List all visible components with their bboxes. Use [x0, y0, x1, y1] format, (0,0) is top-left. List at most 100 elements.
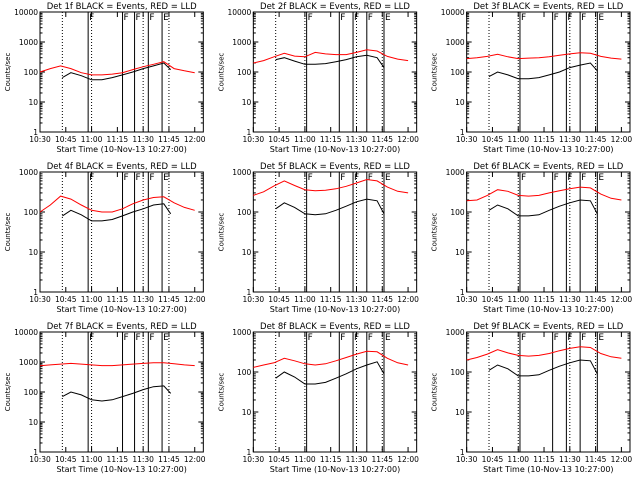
- x-tick-label: 11:30: [132, 295, 154, 304]
- y-tick-label: 100: [237, 208, 252, 217]
- x-tick-label: 11:15: [533, 135, 555, 144]
- flag-label: F: [340, 173, 345, 183]
- x-tick-label: 10:30: [29, 455, 51, 464]
- flag-label: F: [136, 333, 141, 343]
- x-tick-label: 11:30: [132, 455, 154, 464]
- x-tick-label: 11:45: [158, 455, 180, 464]
- flag-label: F: [136, 173, 141, 183]
- x-tick-label: 11:45: [158, 135, 180, 144]
- y-tick-label: 100: [24, 388, 39, 397]
- plot-frame: [252, 171, 418, 293]
- y-tick-label: 10: [455, 248, 465, 257]
- x-tick-label: 11:00: [81, 135, 103, 144]
- y-tick-label: 1000: [232, 328, 251, 337]
- plot-frame: [466, 171, 631, 293]
- events-series-line: [488, 359, 598, 377]
- x-tick-label: 11:15: [533, 455, 555, 464]
- y-axis-label: Counts/sec: [4, 53, 12, 92]
- chart-panel-1: Det 1f BLACK = Events, RED = LLD 1 10 100 10…: [4, 2, 206, 154]
- lld-series-line: [466, 186, 622, 202]
- y-tick-label: 100: [237, 68, 252, 77]
- x-tick-label: 11:00: [294, 295, 316, 304]
- flag-label: F: [581, 173, 586, 183]
- x-tick-label: 11:00: [507, 455, 529, 464]
- flag-label: F: [308, 173, 313, 183]
- y-tick-label: 10: [28, 418, 38, 427]
- chart-title: Det 9f BLACK = Events, RED = LLD: [473, 322, 623, 332]
- events-series-line: [275, 361, 385, 385]
- chart-panel-5: Det 5f BLACK = Events, RED = LLD 1 10 100 10…: [217, 162, 419, 314]
- x-axis-label: Start Time (10-Nov-13 10:27:00): [270, 465, 400, 474]
- x-tick-label: 10:45: [55, 295, 77, 304]
- y-tick-label: 100: [450, 208, 465, 217]
- y-tick-label: 100: [24, 68, 39, 77]
- x-tick-label: 12:00: [397, 135, 419, 144]
- x-tick-label: 10:30: [456, 295, 478, 304]
- x-tick-label: 11:45: [585, 295, 607, 304]
- flag-label: E: [385, 13, 391, 23]
- x-tick-label: 11:30: [559, 295, 581, 304]
- y-tick-label: 1000: [232, 168, 251, 177]
- plot-frame: [252, 11, 418, 133]
- flag-label: F: [149, 13, 154, 23]
- x-axis-label: Start Time (10-Nov-13 10:27:00): [270, 145, 400, 154]
- x-tick-label: 11:15: [320, 455, 342, 464]
- x-tick-label: 11:15: [107, 135, 129, 144]
- plot-frame: [39, 11, 204, 133]
- y-tick-label: 10: [455, 408, 465, 417]
- x-tick-label: 11:30: [346, 295, 368, 304]
- x-tick-label: 10:45: [268, 295, 290, 304]
- x-tick-label: 11:00: [81, 455, 103, 464]
- y-tick-label: 10000: [227, 8, 251, 17]
- x-tick-label: 11:00: [294, 135, 316, 144]
- lld-series-line: [39, 61, 195, 76]
- y-tick-label: 10: [242, 408, 252, 417]
- x-tick-label: 11:45: [371, 455, 393, 464]
- y-tick-label: 1: [460, 288, 465, 297]
- chart-panel-9: Det 9f BLACK = Events, RED = LLD 1 10 100 10…: [431, 322, 633, 474]
- x-tick-label: 11:00: [507, 135, 529, 144]
- flag-label: F: [89, 13, 94, 23]
- flag-label: F: [308, 13, 313, 23]
- flag-label: F: [308, 333, 313, 343]
- flag-label: E: [163, 333, 169, 343]
- x-tick-label: 12:00: [611, 455, 633, 464]
- y-tick-label: 1000: [446, 38, 465, 47]
- lld-series-line: [466, 52, 622, 60]
- x-tick-label: 12:00: [397, 455, 419, 464]
- x-tick-label: 10:30: [29, 135, 51, 144]
- x-tick-label: 12:00: [397, 295, 419, 304]
- x-tick-label: 11:30: [132, 135, 154, 144]
- flag-label: F: [581, 333, 586, 343]
- x-tick-label: 10:30: [456, 455, 478, 464]
- y-tick-label: 1: [33, 448, 38, 457]
- y-tick-label: 1000: [19, 168, 38, 177]
- y-axis-label: Counts/sec: [431, 213, 439, 252]
- events-series-line: [62, 203, 172, 222]
- y-tick-label: 10: [28, 98, 38, 107]
- y-tick-label: 1000: [446, 168, 465, 177]
- y-axis-label: Counts/sec: [217, 213, 225, 252]
- lld-series-line: [253, 178, 409, 196]
- x-tick-label: 10:45: [482, 295, 504, 304]
- flag-label: F: [581, 13, 586, 23]
- x-axis-label: Start Time (10-Nov-13 10:27:00): [270, 305, 400, 314]
- y-tick-label: 1: [247, 448, 252, 457]
- x-tick-label: 10:30: [243, 135, 265, 144]
- x-tick-label: 11:00: [294, 455, 316, 464]
- chart-title: Det 3f BLACK = Events, RED = LLD: [473, 2, 623, 12]
- x-tick-label: 10:30: [456, 135, 478, 144]
- flag-label: E: [163, 13, 169, 23]
- plot-frame: [39, 171, 204, 293]
- plot-frame: [466, 11, 631, 133]
- events-series-line: [275, 198, 385, 216]
- x-tick-label: 11:15: [320, 135, 342, 144]
- chart-title: Det 6f BLACK = Events, RED = LLD: [473, 162, 623, 172]
- flag-label: F: [136, 13, 141, 23]
- lld-series-line: [39, 362, 195, 367]
- flag-label: E: [163, 173, 169, 183]
- x-tick-label: 11:15: [320, 295, 342, 304]
- chart-panel-6: Det 6f BLACK = Events, RED = LLD 1 10 100 10…: [431, 162, 633, 314]
- y-axis-label: Counts/sec: [4, 373, 12, 412]
